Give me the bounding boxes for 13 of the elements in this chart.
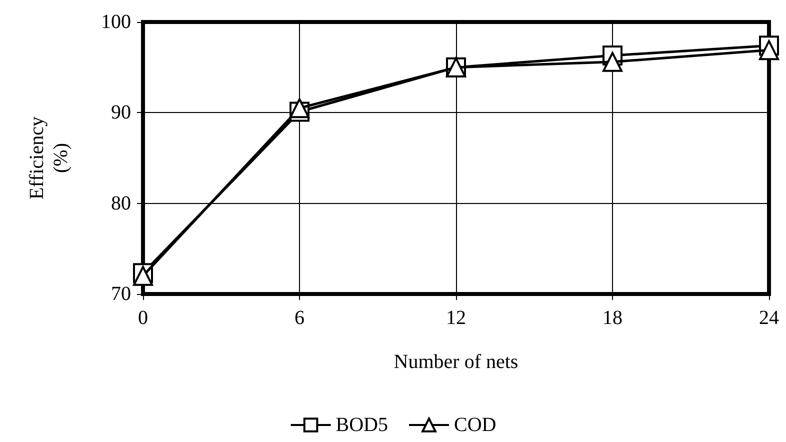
legend-label: BOD5	[336, 414, 388, 436]
x-tick-label: 24	[759, 307, 779, 329]
x-tick-label: 0	[138, 307, 148, 329]
y-tick-label: 70	[111, 283, 131, 305]
y-tick-label: 80	[111, 192, 131, 214]
y-tick-label: 100	[101, 11, 131, 33]
x-tick-label: 6	[294, 307, 304, 329]
y-tick-label: 90	[111, 102, 131, 124]
legend-label: COD	[454, 414, 496, 436]
x-axis-title: Number of nets	[394, 351, 518, 373]
x-tick-label: 18	[602, 307, 622, 329]
x-tick-label: 12	[446, 307, 466, 329]
y-axis-title: Efficiency (%)	[26, 116, 72, 200]
